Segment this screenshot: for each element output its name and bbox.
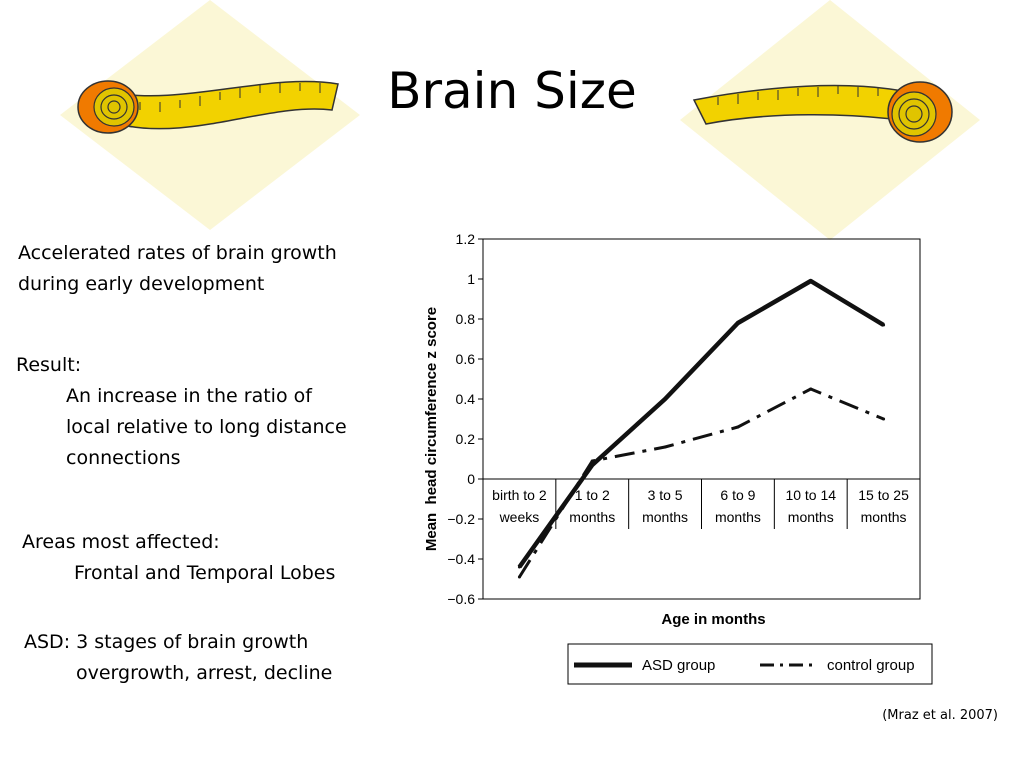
x-category-label: 1 to 2	[575, 487, 610, 503]
data-point	[736, 321, 740, 325]
data-point	[663, 445, 667, 449]
y-tick-label: 0.2	[456, 431, 476, 447]
y-tick-label: 0.4	[456, 391, 476, 407]
x-category-label: months	[642, 509, 688, 525]
result-bullet: Result: An increase in the ratio of loca…	[16, 350, 347, 474]
measuring-tape-left-icon	[77, 80, 339, 134]
y-tick-label: 0	[467, 471, 475, 487]
growth-line-2: during early development	[18, 273, 265, 295]
x-category-label: 15 to 25	[858, 487, 909, 503]
data-point	[590, 459, 594, 463]
result-line-2: local relative to long distance	[66, 416, 347, 438]
y-tick-label: −0.6	[447, 591, 475, 607]
x-category-label: 10 to 14	[785, 487, 836, 503]
result-line-3: connections	[66, 447, 181, 469]
head-circumference-chart: 1.2 1 0.8 0.6 0.4 0.2 0 −0.2 −0.4 −0.6 birth to 2 w…	[423, 231, 933, 685]
background-diamond-right	[680, 0, 980, 240]
y-axis-title: Mean head circumference z score	[423, 307, 440, 551]
measuring-tape-right-icon	[692, 81, 953, 143]
y-tick-label: −0.2	[447, 511, 475, 527]
series-line-asd	[517, 278, 885, 569]
x-category-label: months	[788, 509, 834, 525]
data-point	[882, 417, 886, 421]
growth-line-1: Accelerated rates of brain growth	[18, 242, 337, 264]
x-category-label: birth to 2	[492, 487, 547, 503]
result-heading: Result:	[16, 354, 82, 376]
x-axis-title: Age in months	[661, 611, 765, 628]
asd-bullet: ASD: 3 stages of brain growth overgrowth…	[24, 627, 332, 689]
data-point	[736, 425, 740, 429]
citation: (Mraz et al. 2007)	[882, 708, 998, 723]
data-point	[809, 387, 813, 391]
x-category-label: weeks	[499, 509, 540, 525]
areas-bullet: Areas most affected: Frontal and Tempora…	[22, 527, 335, 589]
result-line-1: An increase in the ratio of	[66, 385, 312, 407]
y-tick-label: 0.8	[456, 311, 476, 327]
x-category-label: months	[861, 509, 907, 525]
x-category-label: months	[569, 509, 615, 525]
y-tick-label: 1	[467, 271, 475, 287]
growth-bullet: Accelerated rates of brain growth during…	[18, 238, 337, 300]
x-category-label: 6 to 9	[720, 487, 755, 503]
y-tick-label: −0.4	[447, 551, 475, 567]
asd-heading: ASD: 3 stages of brain growth	[24, 631, 309, 653]
data-point	[663, 397, 667, 401]
x-category-label: 3 to 5	[648, 487, 683, 503]
data-point	[882, 323, 886, 327]
plot-frame	[482, 238, 921, 600]
data-point	[517, 565, 521, 569]
data-point	[809, 279, 813, 283]
legend-label-control: control group	[827, 657, 915, 674]
asd-value: overgrowth, arrest, decline	[76, 662, 333, 684]
y-tick-label: 0.6	[456, 351, 476, 367]
areas-value: Frontal and Temporal Lobes	[74, 562, 336, 584]
areas-heading: Areas most affected:	[22, 531, 220, 553]
x-category-label: months	[715, 509, 761, 525]
data-point	[517, 575, 521, 579]
y-tick-label: 1.2	[456, 231, 476, 247]
slide-title: Brain Size	[387, 62, 637, 120]
series-line-control	[518, 387, 885, 578]
legend-label-asd: ASD group	[642, 657, 715, 674]
